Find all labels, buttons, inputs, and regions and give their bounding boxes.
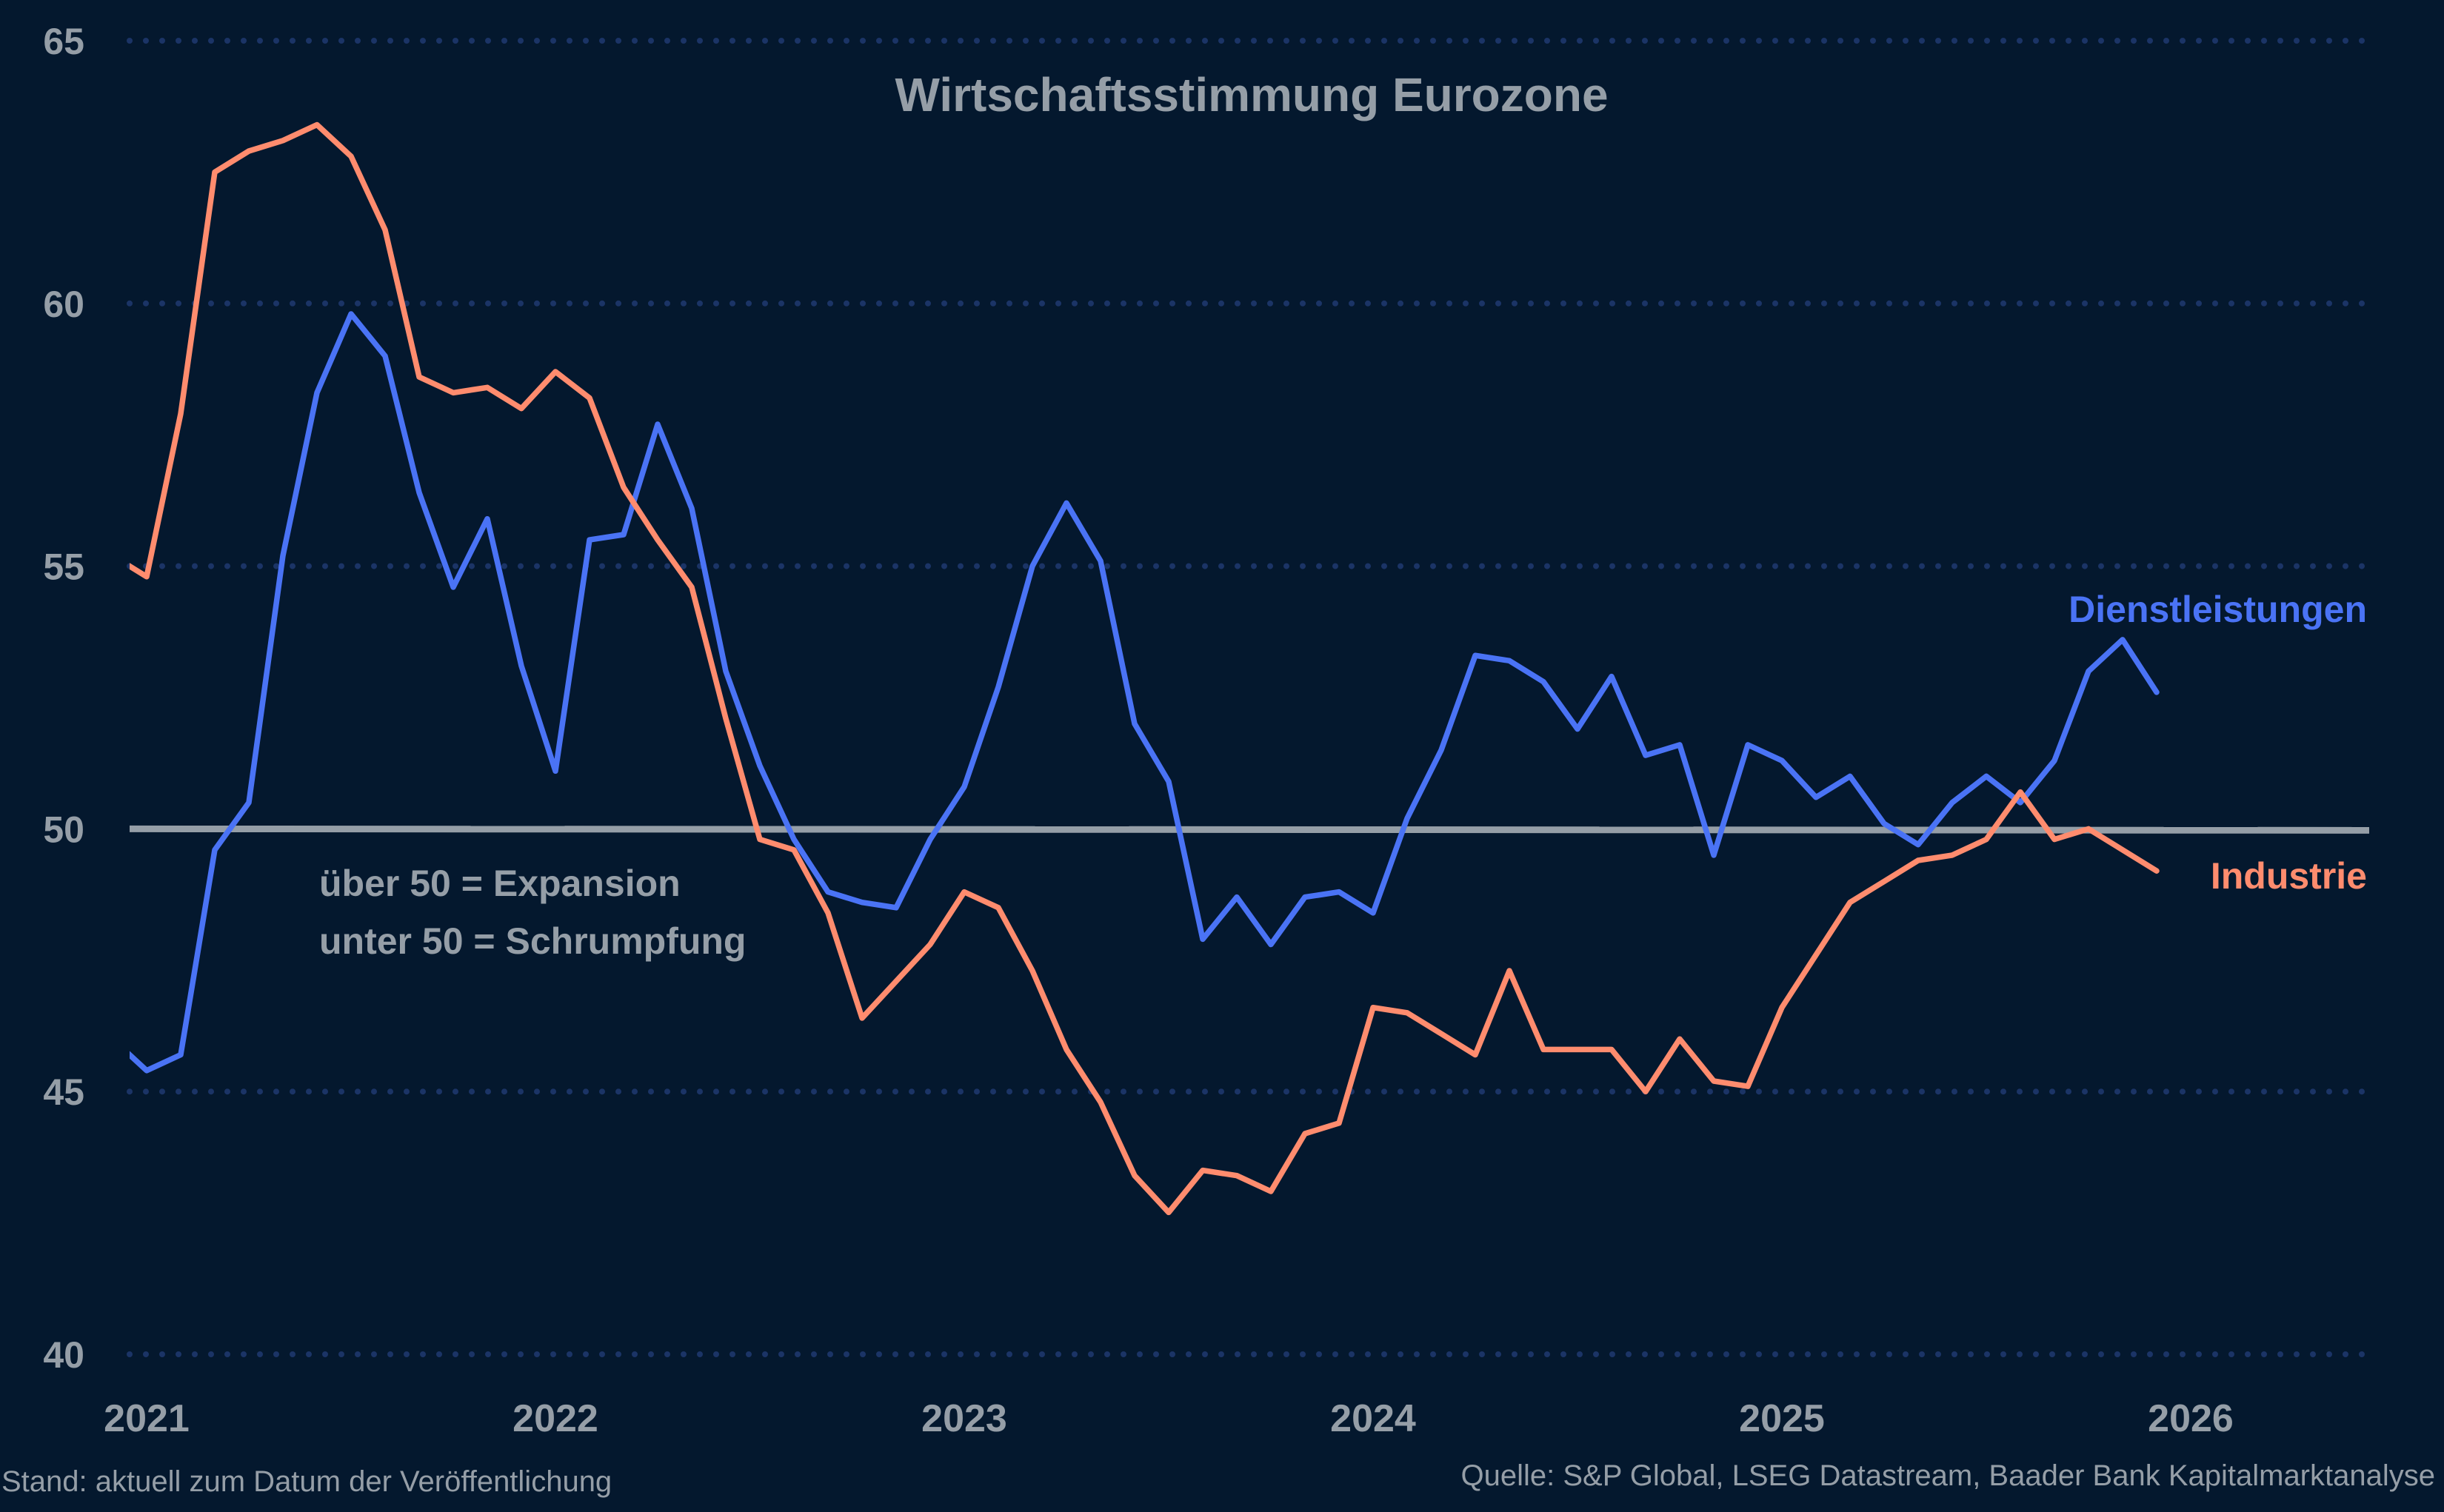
y-tick-label: 65 <box>43 21 84 62</box>
y-tick-label: 40 <box>43 1334 84 1376</box>
series-lines <box>130 121 2160 1216</box>
chart-title: Wirtschaftsstimmung Eurozone <box>895 68 1608 121</box>
series-line-industrie <box>130 121 2160 1216</box>
reference-line-50 <box>129 825 2370 834</box>
y-tick-label: 50 <box>43 809 84 850</box>
annotation-expansion: über 50 = Expansion <box>319 863 681 904</box>
annotation-contraction: unter 50 = Schrumpfung <box>319 920 746 962</box>
x-tick-label: 2025 <box>1739 1397 1825 1440</box>
x-tick-label: 2022 <box>512 1397 598 1440</box>
footer-date-note: Stand: aktuell zum Datum der Veröffentli… <box>1 1465 612 1498</box>
y-tick-label: 55 <box>43 546 84 588</box>
x-tick-label: 2026 <box>2148 1397 2234 1440</box>
series-label-industrie: Industrie <box>2211 855 2367 897</box>
footer-source: Quelle: S&P Global, LSEG Datastream, Baa… <box>1461 1459 2436 1492</box>
y-axis: 40 45 50 55 60 65 <box>43 21 84 1376</box>
series-label-dienstleistungen: Dienstleistungen <box>2069 589 2367 630</box>
x-axis: 2021 2022 2023 2024 2025 2026 <box>104 1397 2234 1440</box>
grid <box>127 38 2372 1357</box>
series-line-dienstleistungen <box>130 311 2160 1074</box>
y-tick-label: 60 <box>43 284 84 325</box>
y-tick-label: 45 <box>43 1071 84 1113</box>
x-tick-label: 2023 <box>921 1397 1007 1440</box>
x-tick-label: 2024 <box>1330 1397 1416 1440</box>
x-tick-label: 2021 <box>104 1397 190 1440</box>
